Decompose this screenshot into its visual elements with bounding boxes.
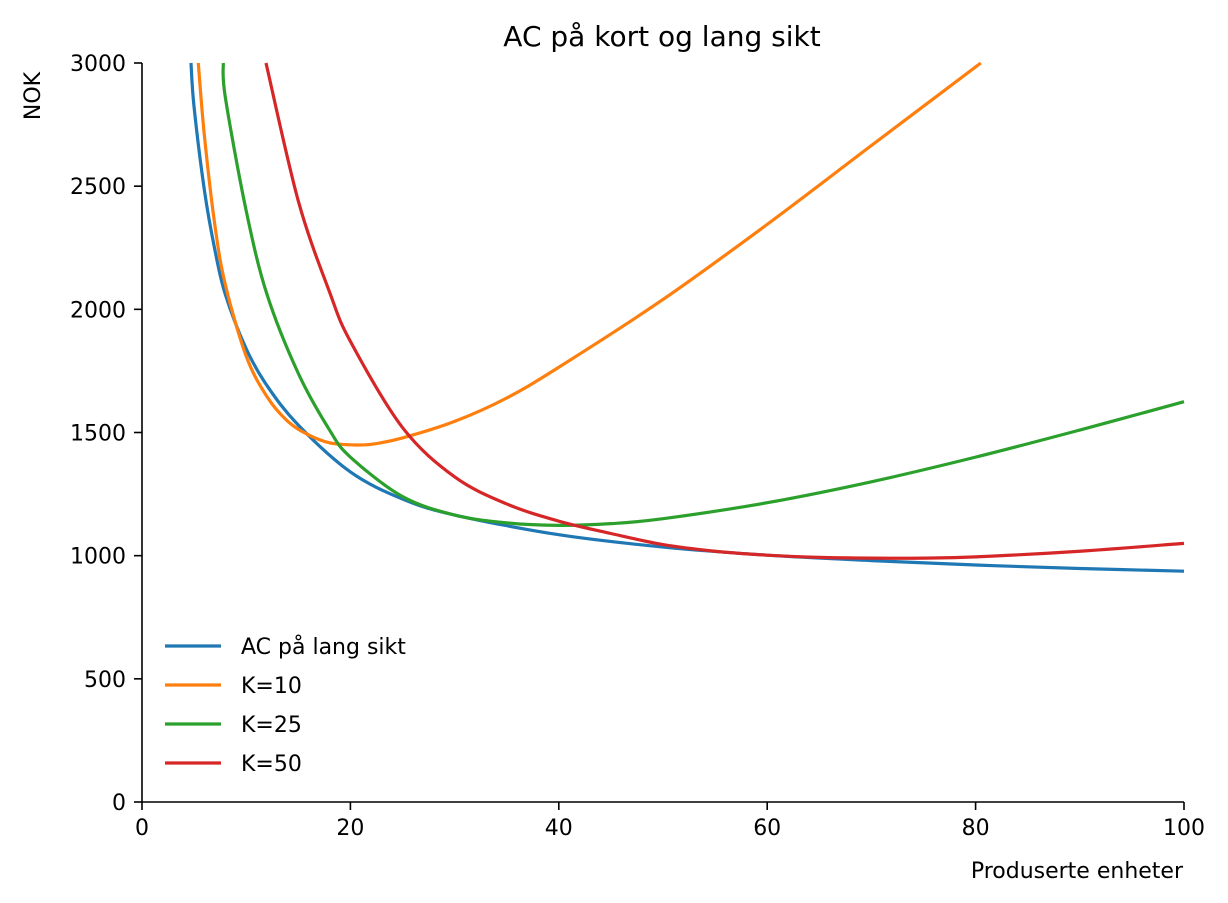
- y-ticks: 0 500 1000 1500 2000 2500 3000: [70, 52, 142, 816]
- y-tick-label: 0: [112, 791, 126, 816]
- legend-label-4: K=50: [241, 752, 302, 777]
- x-tick-label: 0: [135, 816, 149, 841]
- series-line-2: [196, 61, 982, 447]
- legend-label-3: K=25: [241, 713, 302, 738]
- series-line-3: [221, 62, 1185, 527]
- x-tick-label: 60: [753, 816, 781, 841]
- series-line-4: [264, 62, 1185, 560]
- y-tick-label: 3000: [70, 52, 126, 77]
- x-tick-label: 20: [336, 816, 364, 841]
- legend-label-2: K=10: [241, 674, 302, 699]
- y-tick-label: 1000: [70, 545, 126, 570]
- y-tick-label: 1500: [70, 422, 126, 447]
- x-tick-label: 100: [1163, 816, 1205, 841]
- chart-title: AC på kort og lang sikt: [503, 20, 820, 53]
- x-axis-label: Produserte enheter: [971, 859, 1184, 884]
- legend-label-1: AC på lang sikt: [241, 634, 406, 660]
- x-ticks: 0 20 40 60 80 100: [135, 802, 1205, 841]
- y-tick-label: 2000: [70, 298, 126, 323]
- y-tick-label: 500: [84, 668, 126, 693]
- series-layer: [189, 61, 1185, 573]
- x-tick-label: 40: [545, 816, 573, 841]
- x-tick-label: 80: [962, 816, 990, 841]
- y-tick-label: 2500: [70, 175, 126, 200]
- y-axis-label: NOK: [21, 71, 46, 120]
- legend: AC på lang sikt K=10 K=25 K=50: [165, 634, 406, 777]
